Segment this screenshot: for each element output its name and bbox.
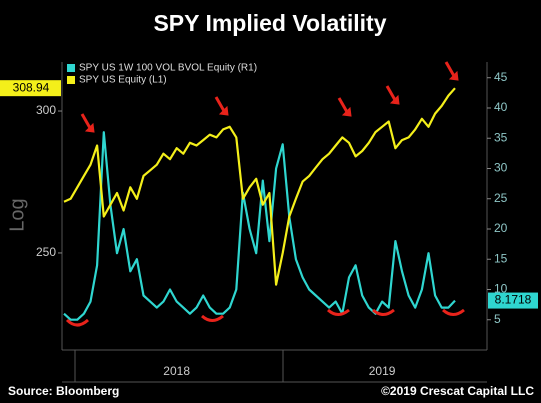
source: Source: Bloomberg [8,384,119,398]
y2-tick-label: 35 [494,130,508,144]
arrow-head [84,122,95,133]
y-axis-label: Log [6,198,28,231]
x-tick-label: 2019 [369,364,396,378]
y2-tick-label: 40 [494,100,508,114]
arrow-head [341,106,352,117]
x-tick-label: 2018 [163,364,190,378]
arrow [80,113,92,129]
series-line [63,131,456,321]
series-line [63,87,456,286]
trough-arc [371,308,395,316]
annotations [65,308,465,327]
trough-arc [326,308,350,316]
trough-arc [200,314,224,322]
arrow [337,97,349,113]
y2-tick-label: 25 [494,191,508,205]
y2-tick-label: 20 [494,221,508,235]
y2-tick-label: 30 [494,161,508,175]
trough-arc [441,308,465,316]
y2-tick-label: 5 [494,312,501,326]
last-value-label: 8.1718 [495,293,532,307]
legend-label: SPY US Equity (L1) [79,75,167,86]
y2-tick-label: 45 [494,70,508,84]
last-value-box [488,292,538,309]
last-value-box [0,80,61,97]
y2-tick-label: 10 [494,282,508,296]
legend-swatch [67,64,75,72]
arrow [214,96,226,112]
arrows [80,61,459,133]
y-tick-label: 250 [36,245,56,259]
arrow [385,85,397,101]
plot [63,87,456,321]
legend-label: SPY US 1W 100 VOL BVOL Equity (R1) [79,63,257,74]
trough-arc [65,318,90,327]
arrow-head [389,94,400,105]
arrow [444,61,456,77]
legend-swatch [67,76,75,84]
y-tick-label: 300 [36,103,56,117]
chart-title: SPY Implied Volatility [153,10,386,36]
arrow-head [218,105,229,116]
arrow-head [448,70,459,81]
copyright: ©2019 Crescat Capital LLC [381,384,534,398]
y2-tick-label: 15 [494,251,508,265]
last-value-label: 308.94 [13,80,50,94]
